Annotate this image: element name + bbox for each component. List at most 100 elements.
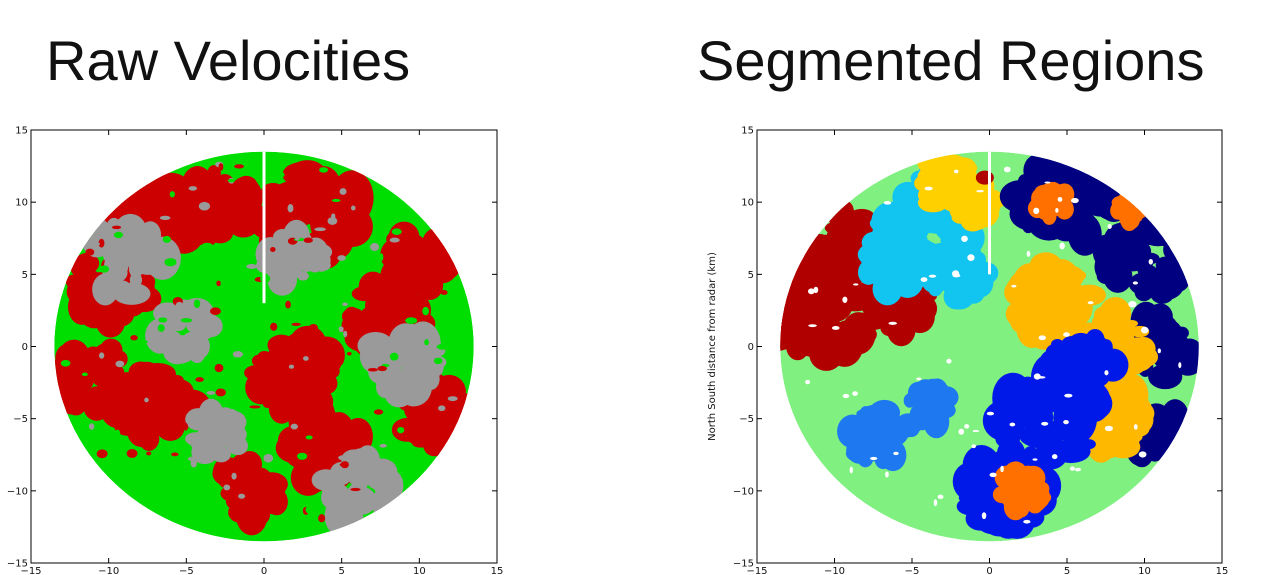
velocity-speckle <box>290 423 298 430</box>
velocity-speckle <box>180 318 193 323</box>
amber-region <box>1040 312 1064 333</box>
no-data-speck <box>888 321 898 325</box>
velocity-speckle <box>327 217 338 225</box>
no-data-speck <box>1059 242 1065 250</box>
no-data-speck <box>1011 284 1017 288</box>
no-data-speck <box>842 393 850 399</box>
no-data-speck <box>1132 281 1138 285</box>
velocity-speckle <box>334 406 344 412</box>
no-data-speck <box>869 456 878 461</box>
velocity-speckle <box>115 360 125 368</box>
velocity-speckle <box>113 231 123 239</box>
velocity-speckle <box>223 224 231 234</box>
x-tick-label: 15 <box>491 566 504 575</box>
velocity-speckle <box>347 352 352 356</box>
dark-orange-region <box>1041 206 1057 225</box>
no-data-speck <box>961 235 968 242</box>
no-data-speck <box>972 429 980 433</box>
positive-velocity-patch <box>282 162 322 187</box>
dark-red-region <box>797 303 813 323</box>
no-data-speck <box>964 424 970 429</box>
velocity-speckle <box>234 164 244 169</box>
near-zero-velocity-patch <box>152 329 182 347</box>
positive-velocity-patch <box>255 483 281 504</box>
velocity-speckle <box>408 371 419 378</box>
dark-orange-region <box>1052 192 1071 213</box>
velocity-speckle <box>314 227 326 232</box>
no-data-speck <box>1041 421 1049 426</box>
positive-velocity-patch <box>65 274 82 289</box>
near-zero-velocity-patch <box>92 273 119 306</box>
mid-blue-region <box>856 432 870 440</box>
velocity-speckle <box>276 218 281 223</box>
no-data-speck <box>1133 424 1138 430</box>
positive-velocity-patch <box>261 500 286 515</box>
velocity-speckle <box>424 339 429 346</box>
dark-orange-region <box>1031 188 1048 208</box>
positive-velocity-patch <box>116 401 129 410</box>
navy-region <box>1162 342 1183 362</box>
velocity-speckle <box>427 407 440 412</box>
light-blue-region <box>861 231 886 254</box>
velocity-speckle <box>389 352 399 361</box>
positive-velocity-patch <box>170 375 184 386</box>
near-zero-velocity-patch <box>195 441 217 454</box>
positive-velocity-patch <box>434 423 450 442</box>
velocity-field <box>54 151 474 542</box>
velocity-speckle <box>389 237 400 243</box>
velocity-speckle <box>339 463 348 467</box>
mid-blue-region <box>903 393 916 408</box>
velocity-speckle <box>286 254 297 260</box>
no-data-speck <box>1178 362 1182 369</box>
no-data-speck <box>1044 181 1051 184</box>
no-data-speck <box>1104 370 1109 376</box>
positive-velocity-patch <box>159 394 173 409</box>
velocity-speckle <box>297 452 308 460</box>
amber-region <box>1124 387 1148 407</box>
near-zero-velocity-patch <box>376 375 396 399</box>
near-zero-velocity-patch <box>189 347 205 364</box>
positive-velocity-patch <box>70 255 94 279</box>
velocity-speckle <box>322 380 330 384</box>
no-data-speck <box>1037 376 1046 379</box>
velocity-speckle <box>207 431 215 438</box>
velocity-speckle <box>169 191 175 198</box>
velocity-speckle <box>99 265 110 273</box>
no-data-speck <box>1128 300 1137 308</box>
no-data-speck <box>989 472 997 478</box>
no-data-speck <box>924 186 933 191</box>
positive-velocity-patch <box>283 435 298 454</box>
light-blue-region <box>957 258 979 285</box>
velocity-speckle <box>405 317 418 325</box>
near-zero-velocity-patch <box>299 257 314 273</box>
velocity-speckle <box>333 513 338 523</box>
velocity-speckle <box>293 404 302 410</box>
no-data-speck <box>933 499 938 507</box>
velocity-speckle <box>302 356 309 361</box>
x-tick-label: −15 <box>746 566 767 575</box>
velocity-speckle <box>231 472 237 480</box>
velocity-speckle <box>422 306 430 316</box>
dark-red-region <box>886 313 916 347</box>
no-data-speck <box>953 169 959 174</box>
no-data-speck <box>1023 519 1031 524</box>
no-data-speck <box>1026 250 1031 257</box>
velocity-speckle <box>209 307 221 315</box>
y-tick-label: 5 <box>22 270 28 281</box>
light-blue-region <box>900 277 917 288</box>
near-zero-velocity-patch <box>152 262 168 276</box>
velocity-speckle <box>158 317 168 323</box>
amber-region <box>1067 269 1087 282</box>
amber-region <box>1047 271 1063 287</box>
positive-velocity-patch <box>281 194 324 222</box>
mid-blue-region <box>870 402 900 419</box>
velocity-speckle <box>337 255 346 261</box>
navy-region <box>1163 409 1181 432</box>
no-data-speck <box>1055 208 1059 213</box>
velocity-speckle <box>374 362 384 367</box>
positive-velocity-patch <box>345 319 363 336</box>
near-zero-velocity-patch <box>105 228 140 265</box>
velocity-speckle <box>285 300 291 309</box>
y-tick-label: 5 <box>748 270 754 281</box>
